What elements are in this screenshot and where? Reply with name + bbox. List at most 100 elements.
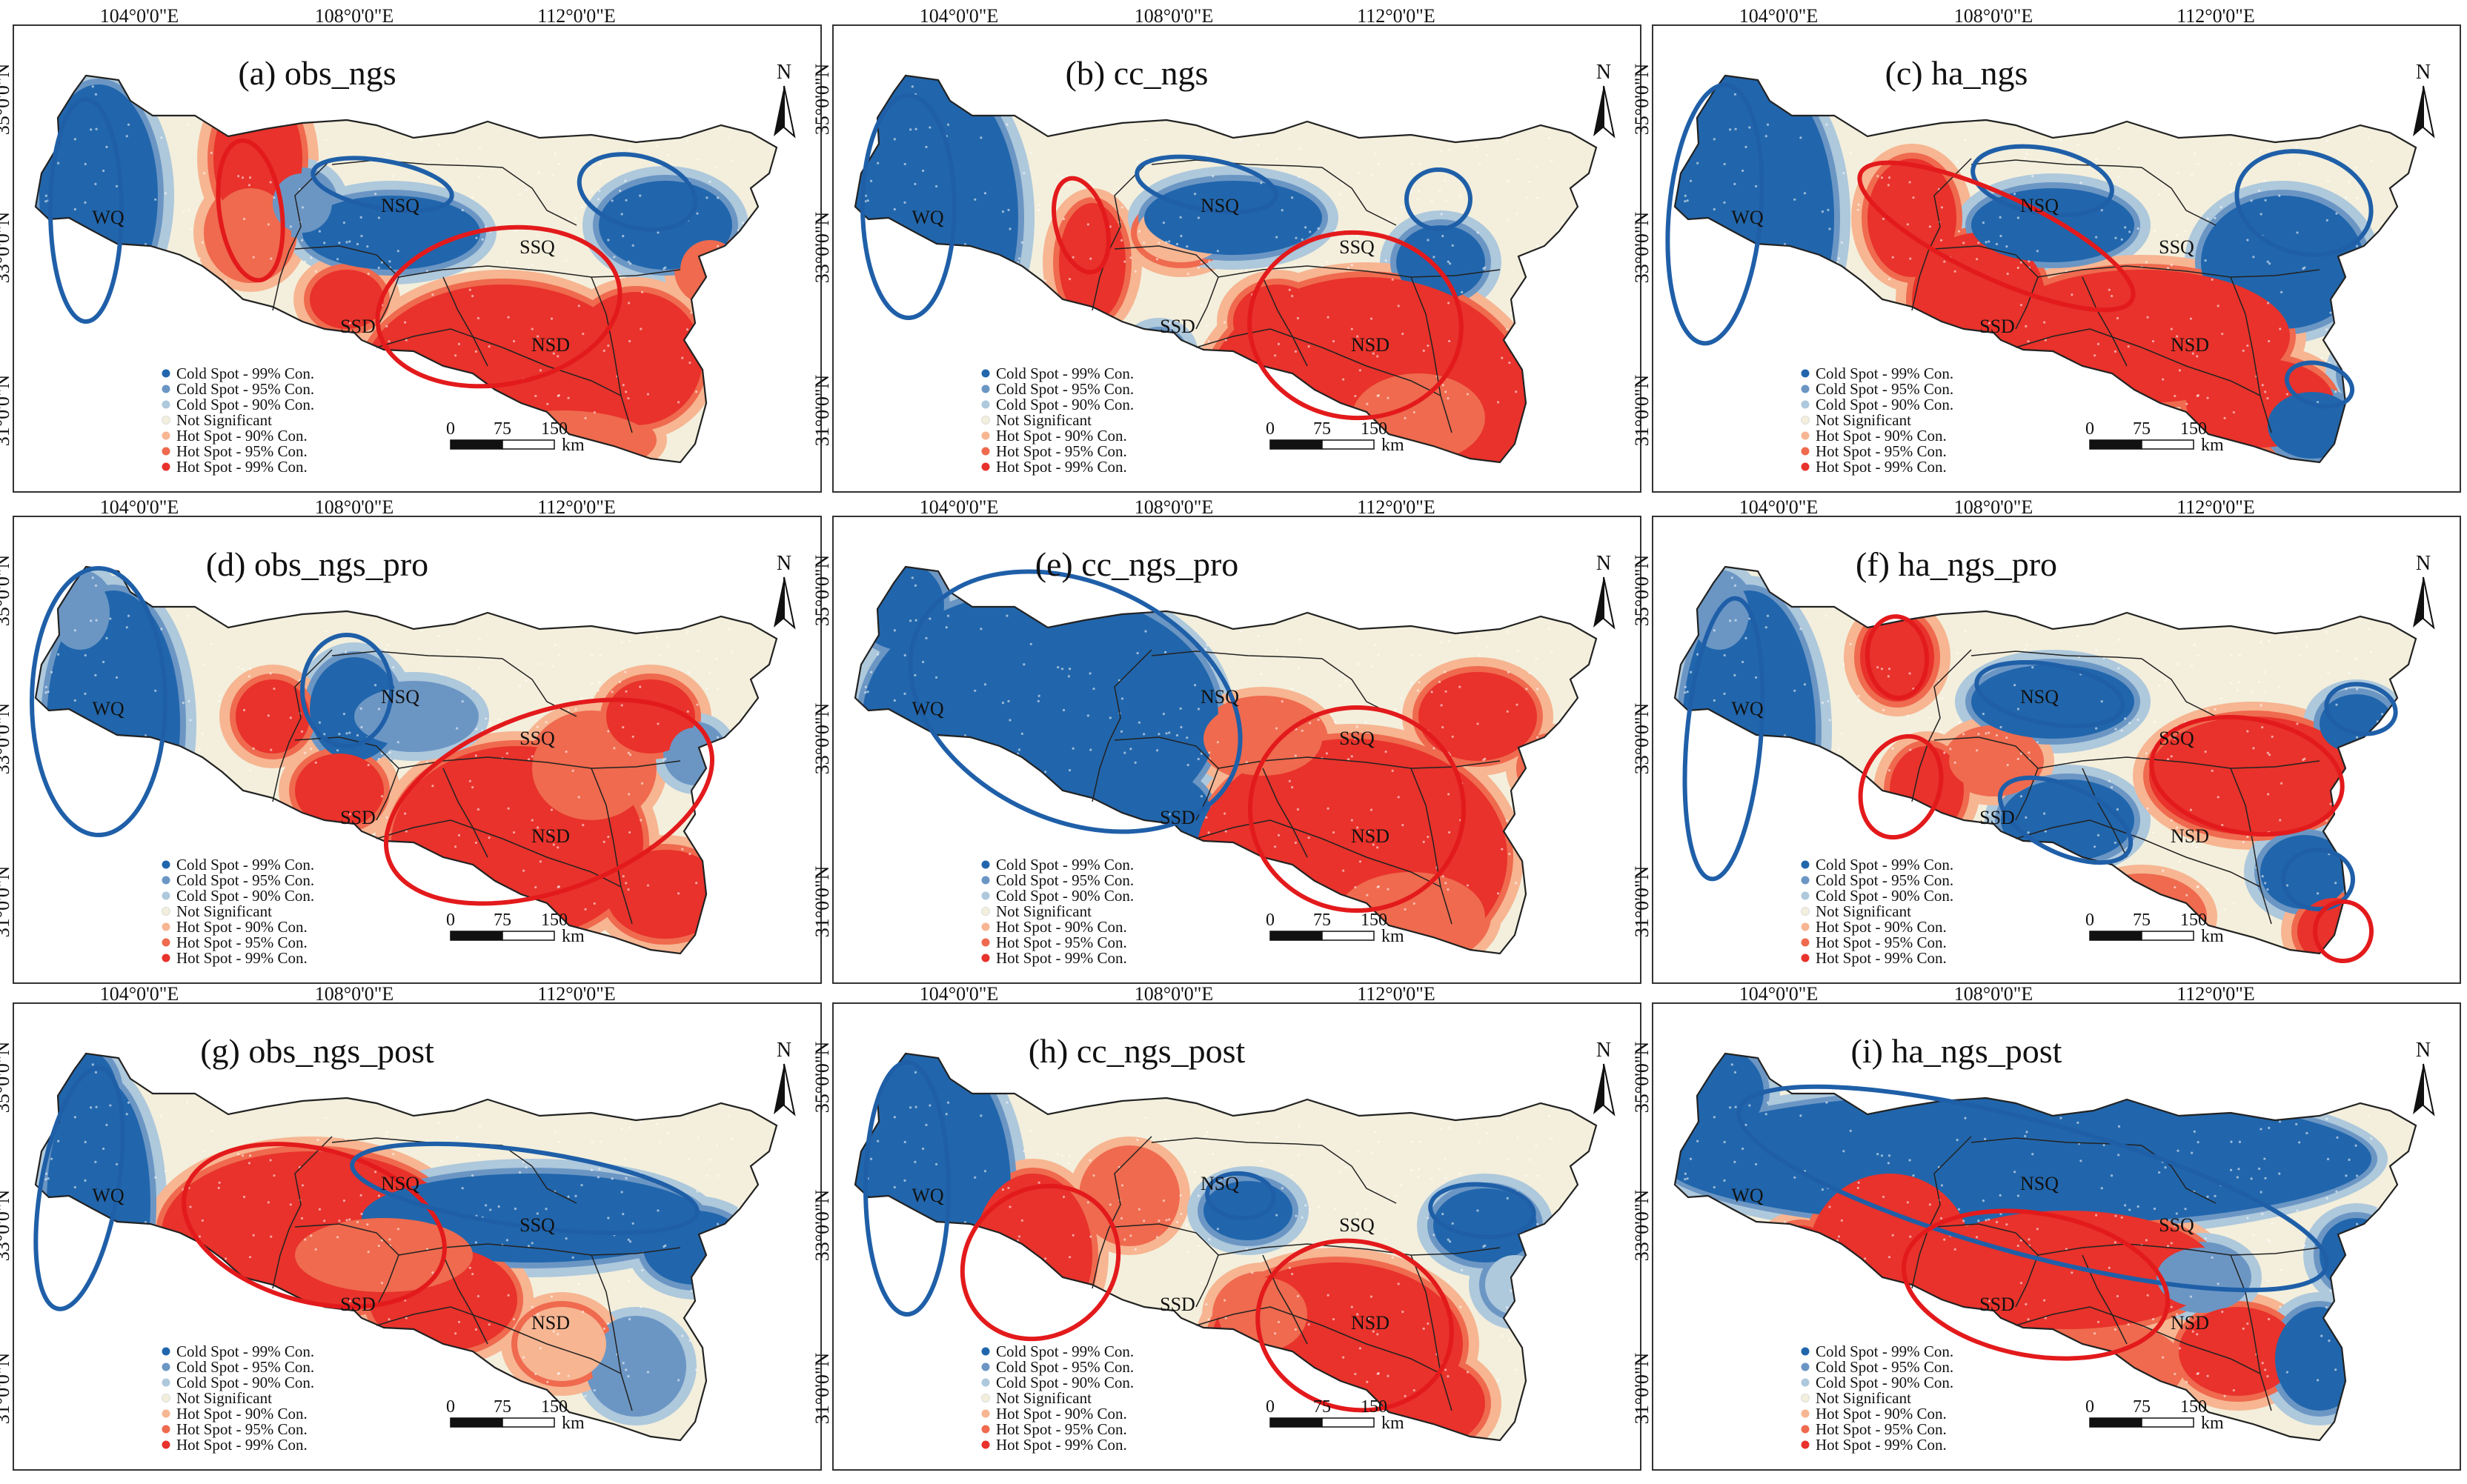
grid-point [1377,1372,1380,1375]
latitude-label: 35°0'0"N [0,1042,13,1114]
grid-point [475,728,478,731]
grid-point [1377,885,1380,888]
grid-point [545,1208,548,1211]
grid-point [217,699,220,702]
grid-point [1458,194,1461,197]
legend-swatch [981,922,990,931]
sub-basin-boundary [1410,768,1452,925]
grid-point [1327,316,1329,319]
grid-point [1353,1224,1357,1227]
grid-point [2111,295,2114,298]
grid-point [1962,733,1965,736]
grid-point [127,1101,130,1104]
grid-point [2242,840,2245,844]
hot-cluster-ellipse [1857,160,2136,313]
grid-point [1733,673,1736,676]
grid-point [2117,1125,2121,1128]
grid-point [105,145,108,148]
legend-label: Hot Spot - 99% Con. [1816,1436,1947,1454]
grid-point [237,1153,240,1156]
grid-point [2031,175,2034,178]
grid-point [2354,657,2357,660]
grid-point [1849,151,1852,154]
grid-point [1999,1212,2002,1216]
legend-label: Cold Spot - 99% Con. [176,365,314,382]
legend-label: Hot Spot - 90% Con. [176,1405,308,1423]
grid-point [2264,199,2267,202]
grid-point [731,1137,734,1140]
scale-tick-label: 150 [2180,911,2207,930]
grid-point [2197,163,2199,166]
grid-point [1441,384,1444,387]
grid-point [1432,1234,1435,1237]
grid-point [338,242,341,244]
grid-point [622,875,625,878]
grid-point [1377,163,1380,166]
north-arrow-right [1603,1063,1616,1117]
grid-point [1764,626,1767,629]
legend-swatch [1801,431,1810,440]
grid-point [44,685,47,688]
grid-point [557,394,560,397]
grid-point [731,159,734,162]
grid-point [1072,256,1075,259]
grid-point [102,1147,105,1151]
grid-point [1366,402,1369,405]
grid-point [624,1157,627,1160]
grid-point [237,175,240,178]
grid-point [1510,802,1513,805]
north-arrow-right [1603,85,1616,139]
grid-point [1438,1167,1441,1171]
grid-point [522,1356,525,1359]
cold-cluster-ellipse [1428,1182,1536,1240]
grid-point [631,1222,634,1225]
grid-point [457,833,461,836]
longitude-label: 104°0'0"E [1739,496,1819,518]
grid-point [628,753,632,756]
grid-point [471,295,474,298]
grid-point [437,634,440,637]
grid-point [974,689,977,692]
grid-point [2232,1388,2235,1392]
grid-point [574,1194,577,1197]
grid-point [1536,1174,1539,1177]
grid-point [1089,1159,1092,1162]
grid-point [527,267,531,270]
grid-point [242,708,246,712]
grid-point [705,688,708,691]
latitude-label: 35°0'0"N [811,555,833,627]
grid-point [607,835,610,839]
longitude-label: 104°0'0"E [100,5,179,27]
grid-point [716,736,720,739]
grid-point [1342,1356,1345,1359]
sub-basin-boundary [376,819,622,888]
grid-point [1427,1322,1430,1325]
grid-point [2145,752,2148,755]
grid-point [625,199,628,202]
grid-point [2329,1289,2332,1292]
study-area-outline [1673,1052,2417,1442]
grid-point [696,212,699,215]
grid-point [1444,179,1447,182]
grid-point [474,263,477,266]
grid-point [1186,1223,1189,1226]
grid-point [1501,1334,1504,1337]
grid-point [477,316,480,320]
grid-point [84,653,87,657]
grid-point [1466,884,1470,887]
sub-basin-boundary [331,159,503,168]
grid-point [2019,1239,2022,1242]
grid-point [1887,675,1890,678]
scale-segment-dark [1269,439,1323,450]
grid-point [1301,238,1304,241]
legend-swatch [1801,876,1810,885]
grid-point [1240,630,1243,633]
grid-point [73,207,76,211]
grid-point [903,692,906,695]
study-area-outline [1673,565,2417,955]
grid-point [2263,1157,2266,1160]
grid-point [1458,142,1462,145]
grid-point [2345,1174,2348,1177]
grid-point [1298,147,1301,150]
north-arrow-icon: N [774,552,796,630]
